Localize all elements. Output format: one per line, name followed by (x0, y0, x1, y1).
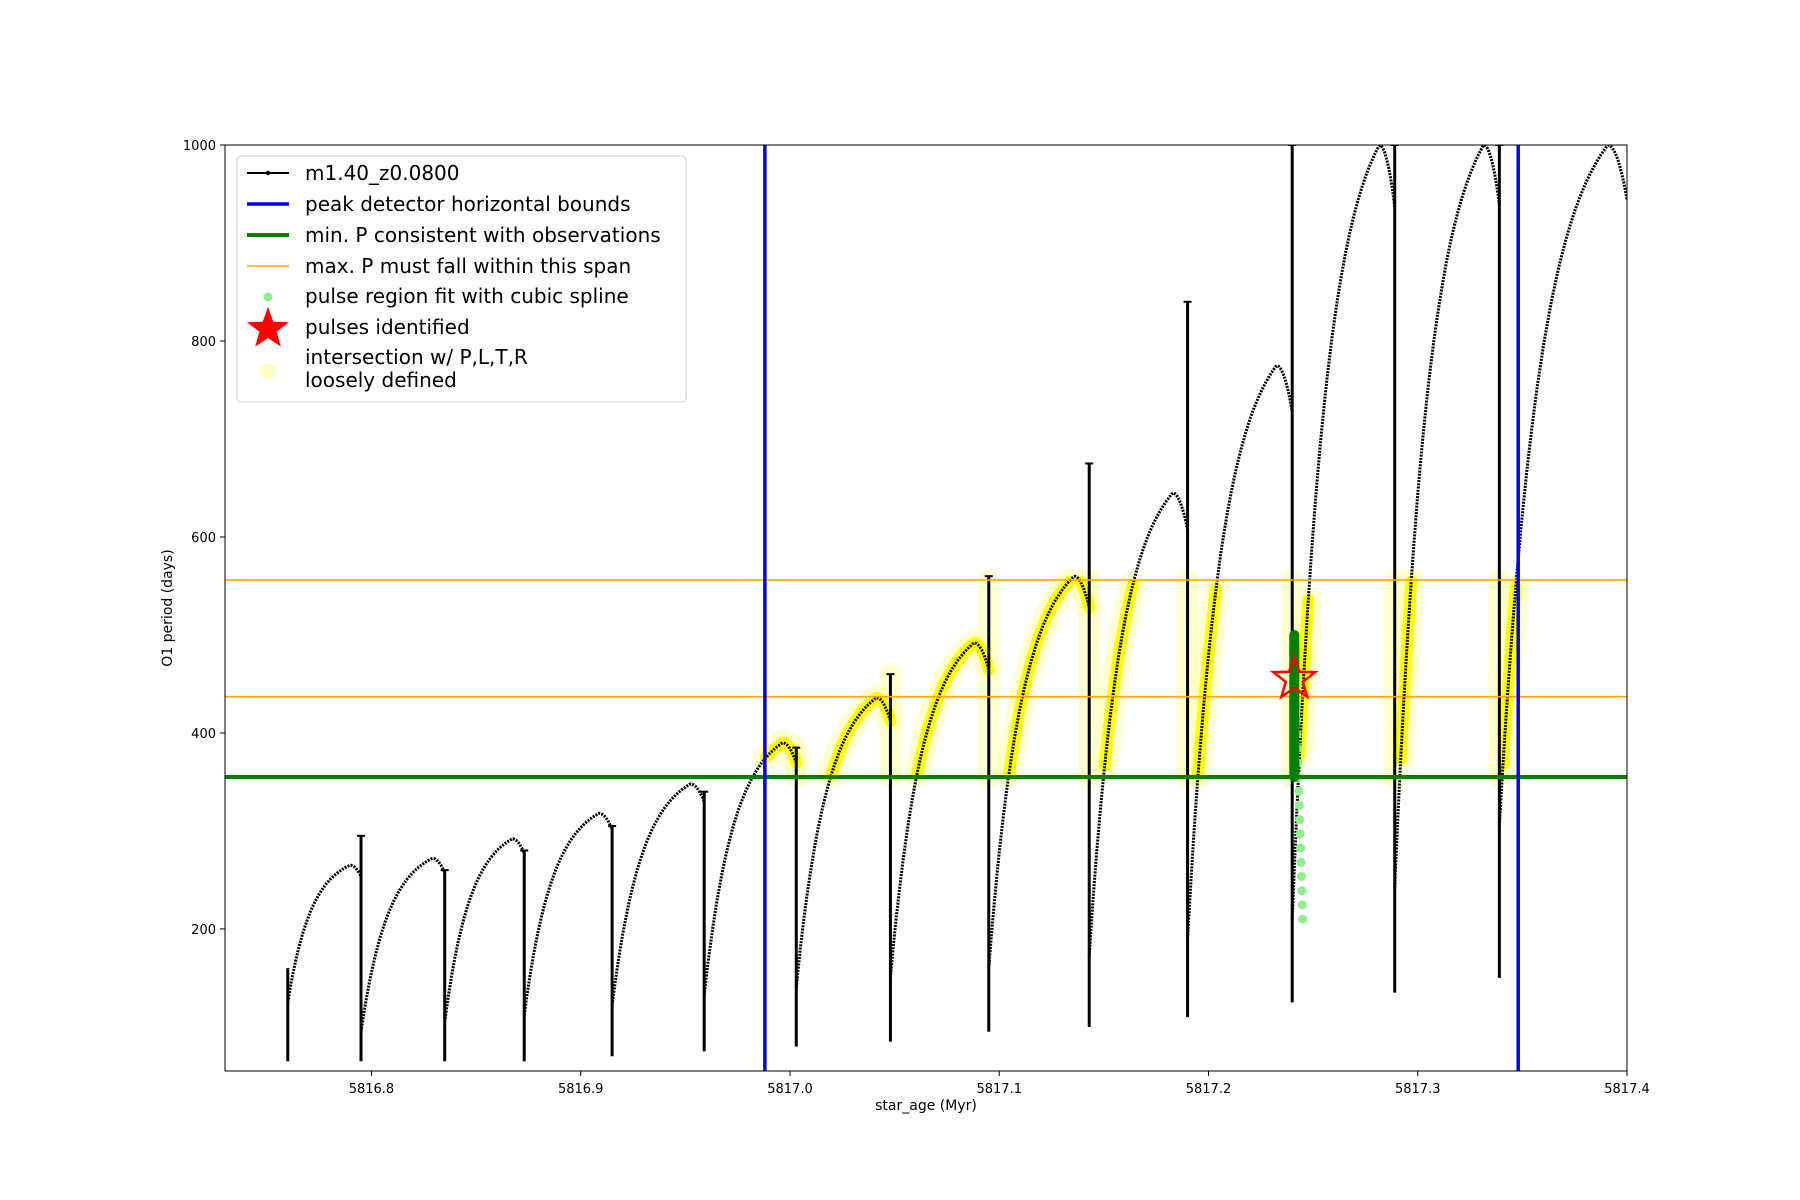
legend-label: m1.40_z0.0800 (305, 161, 460, 185)
y-tick-label: 200 (191, 923, 216, 938)
x-tick-label: 5817.3 (1395, 1082, 1441, 1097)
legend-label: peak detector horizontal bounds (305, 192, 631, 216)
legend-item: max. P must fall within this span (247, 254, 631, 278)
legend-key-spline (263, 292, 273, 302)
pulse-identified-star (1269, 653, 1319, 700)
x-tick-label: 5817.4 (1604, 1082, 1650, 1097)
x-axis-label: star_age (Myr) (875, 1098, 977, 1114)
legend-item: min. P consistent with observations (247, 223, 661, 247)
legend-label: loosely defined (305, 368, 457, 392)
legend-key-marker (265, 170, 271, 176)
x-tick-label: 5817.1 (976, 1082, 1022, 1097)
y-tick-label: 400 (191, 727, 216, 742)
track-pulse-curve (610, 782, 706, 1006)
track-pulse-curve (1393, 145, 1501, 888)
reference-lines (225, 145, 1627, 1071)
y-tick-label: 1000 (183, 139, 216, 154)
x-axis: 5816.8 5816.9 5817.0 5817.1 5817.2 5817.3 5817… (349, 1071, 1650, 1097)
legend-item: pulse region fit with cubic spline (263, 284, 629, 308)
track-pulse-curve (522, 811, 614, 1016)
legend-label: intersection w/ P,L,T,R (305, 345, 528, 369)
spline-point (1295, 815, 1305, 825)
spline-point (1296, 857, 1306, 867)
legend-label: pulse region fit with cubic spline (305, 284, 629, 308)
track-pulse-curve (1186, 363, 1294, 939)
legend-item: pulses identified (247, 307, 470, 347)
track-pulse-curve (987, 574, 1091, 969)
y-axis: 200 400 600 800 1000 (183, 139, 225, 938)
x-tick-label: 5817.0 (767, 1082, 813, 1097)
track-pulse-curve (1290, 145, 1397, 920)
x-tick-label: 5816.9 (558, 1082, 604, 1097)
spline-point (1297, 900, 1307, 910)
track-pulse-curve (443, 837, 526, 1023)
spline-point (1295, 829, 1305, 839)
legend-label: min. P consistent with observations (305, 223, 661, 247)
legend-key-loose (260, 363, 276, 379)
legend-label: max. P must fall within this span (305, 254, 631, 278)
spline-point (1298, 914, 1308, 924)
spline-point (1296, 843, 1306, 853)
legend-key-star (247, 307, 289, 347)
spline-point (1294, 800, 1304, 810)
track-pulse-curve (286, 863, 363, 1003)
y-tick-label: 800 (191, 335, 216, 350)
plot-area (225, 145, 1627, 1071)
legend-item: peak detector horizontal bounds (247, 192, 631, 216)
legend-label: pulses identified (305, 315, 470, 339)
track-pulse-curve (888, 641, 991, 979)
spline-point (1297, 886, 1307, 896)
track-pulse-curve (702, 741, 798, 996)
track-pulse-curve (1497, 145, 1627, 827)
x-tick-label: 5817.2 (1186, 1082, 1232, 1097)
spline-point (1294, 786, 1304, 796)
spline-point (1296, 871, 1306, 881)
y-axis-label: O1 period (days) (160, 549, 176, 666)
legend-box (236, 155, 687, 403)
legend-item: m1.40_z0.0800 (247, 161, 460, 185)
x-tick-label: 5816.8 (349, 1082, 395, 1097)
track-pulse-curve (794, 696, 892, 988)
plot-frame (224, 144, 1628, 1072)
track-m1.40_z0.0800 (286, 145, 1627, 1062)
y-tick-label: 600 (191, 531, 216, 546)
track-pulse-curve (359, 856, 447, 1033)
